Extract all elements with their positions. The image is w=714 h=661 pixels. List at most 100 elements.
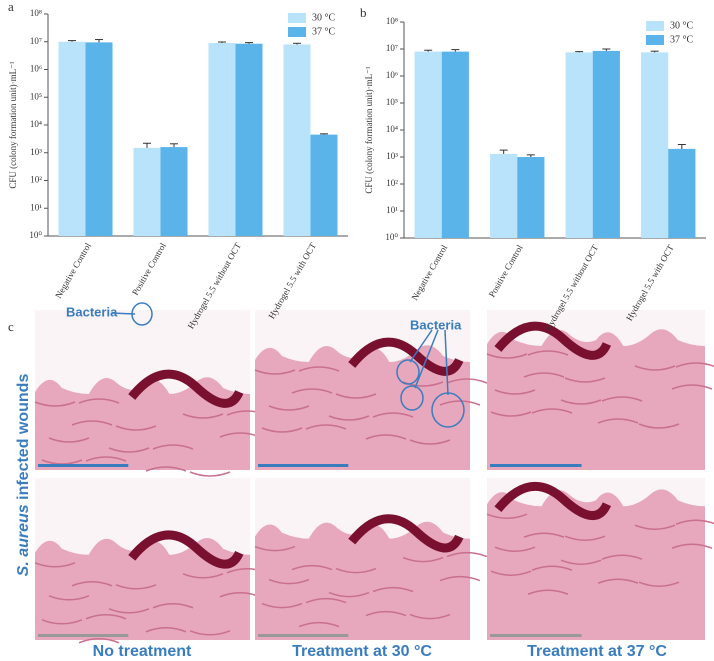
tissue-fiber (34, 562, 76, 568)
epidermis (348, 514, 464, 553)
tissue-fiber (48, 437, 90, 443)
y-axis-label: CFU (colony formation unit)·mL⁻¹ (8, 61, 18, 188)
tissue-fiber (597, 578, 639, 584)
epidermis (128, 369, 244, 408)
row-title-italic: S. aureus (15, 504, 32, 576)
row-title-rest: infected wounds (15, 374, 32, 505)
arrow (444, 329, 449, 396)
tissue-fiber (85, 456, 127, 462)
panel-label: c (8, 319, 14, 334)
bar (310, 134, 338, 236)
tissue-fiber (268, 405, 310, 411)
tissue-fiber (115, 425, 157, 431)
tissue-fiber (335, 393, 377, 399)
legend-label: 30 °C (670, 20, 693, 31)
y-tick-label: 10⁷ (30, 36, 42, 46)
tissue-fiber (531, 565, 573, 571)
scale-bar (258, 634, 349, 637)
annotation: Bacteria (66, 304, 118, 319)
tissue-fiber (675, 362, 714, 368)
y-tick-label: 10¹ (386, 205, 398, 215)
epidermis (348, 337, 464, 376)
bar (235, 43, 263, 237)
tissue-fiber (254, 545, 296, 552)
bacteria-circle (396, 359, 420, 385)
tissue-fiber (638, 423, 680, 429)
y-tick-label: 10⁵ (386, 97, 398, 107)
y-tick-label: 10⁸ (30, 8, 42, 18)
bar (160, 147, 188, 236)
bar (85, 42, 113, 237)
tissue (487, 329, 705, 470)
tissue-fiber (48, 595, 90, 601)
tissue-fiber (597, 418, 639, 424)
column-label: Treatment at 30 °C (292, 643, 432, 660)
tissue-fiber (365, 434, 407, 440)
tissue-fiber (409, 613, 451, 620)
tissue-fiber (298, 621, 340, 628)
tissue-fiber (638, 581, 680, 587)
scale-bar (38, 634, 129, 637)
legend-label: 37 °C (670, 34, 693, 45)
tissue-fiber (560, 559, 602, 565)
tissue-fiber (78, 398, 120, 404)
panel-label: a (8, 0, 14, 14)
tissue-fiber (78, 638, 120, 644)
y-tick-label: 10² (30, 175, 42, 185)
legend-swatch (646, 35, 664, 45)
tissue-fiber (268, 578, 310, 585)
tissue-fiber (675, 519, 714, 525)
epidermis (494, 321, 612, 360)
tissue-fiber (527, 350, 569, 356)
tissue-fiber (372, 412, 414, 418)
tissue-fiber (439, 400, 481, 406)
bar (208, 43, 236, 236)
x-tick-label: Negative Control (53, 241, 93, 300)
y-tick-label: 10³ (386, 151, 398, 161)
y-tick-label: 10⁴ (386, 124, 398, 134)
y-tick-label: 10² (386, 178, 398, 188)
tissue-fiber (564, 535, 606, 541)
bar (517, 157, 545, 238)
histology-panels (34, 302, 714, 644)
tissue-fiber (145, 627, 187, 633)
bar (490, 153, 518, 238)
tissue-fiber (439, 575, 481, 582)
tissue-fiber (108, 608, 150, 614)
tissue-fiber (152, 444, 194, 450)
tissue-fiber (71, 581, 113, 587)
tissue-fiber (564, 377, 606, 383)
scale-bar (490, 464, 582, 467)
bar (58, 41, 86, 236)
tissue-fiber (634, 365, 676, 371)
bar (133, 147, 161, 236)
tissue-fiber (523, 532, 565, 538)
scale-bar (258, 464, 349, 467)
y-tick-label: 10¹ (30, 202, 42, 212)
y-tick-label: 10³ (30, 147, 42, 157)
tissue-fiber (305, 597, 347, 604)
tissue-fiber (182, 413, 224, 419)
x-tick-label: Positive Control (487, 243, 525, 299)
tissue-fiber (372, 586, 414, 593)
epidermis (128, 530, 244, 569)
bar (414, 51, 442, 238)
legend-swatch (646, 21, 664, 31)
bar (668, 148, 696, 238)
panel-label: b (360, 5, 367, 20)
annotation: Bacteria (410, 317, 462, 332)
x-tick-label: Positive Control (130, 241, 168, 297)
tissue-fiber (409, 439, 451, 445)
bar (592, 50, 620, 239)
legend-label: 30 °C (312, 12, 335, 23)
tissue-fiber (335, 567, 377, 574)
y-tick-label: 10⁶ (30, 64, 42, 74)
y-tick-label: 10⁰ (385, 232, 398, 242)
tissue-fiber (601, 396, 643, 402)
scale-bar (490, 634, 582, 637)
tissue-fiber (189, 471, 231, 477)
legend-swatch (288, 27, 306, 37)
column-label: Treatment at 37 °C (527, 643, 667, 660)
tissue-fiber (523, 372, 565, 378)
